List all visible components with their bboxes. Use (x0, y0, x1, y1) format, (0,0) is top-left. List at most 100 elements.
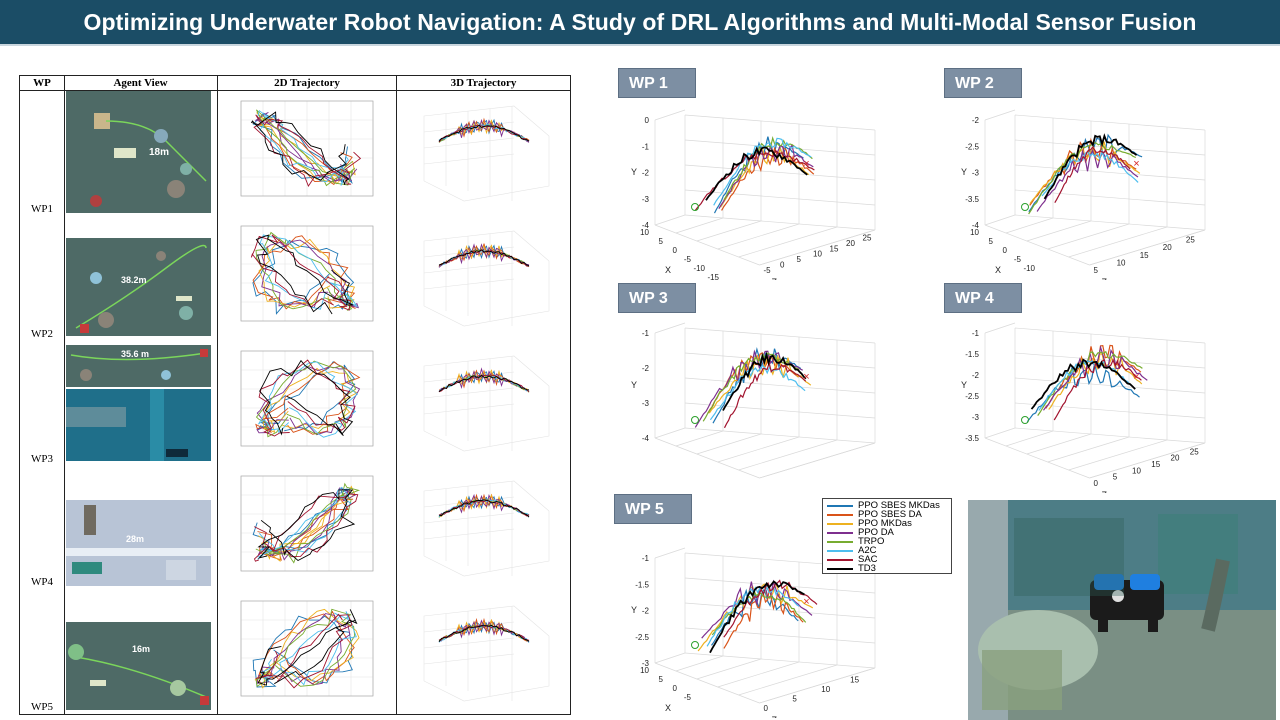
z-axis-name: Z (772, 715, 778, 718)
trajectory-line (255, 613, 353, 689)
y-tick-label: -2.5 (635, 633, 649, 642)
start-marker (1021, 416, 1029, 424)
x-tick-label: -10 (693, 264, 705, 273)
x-tick-label: 0 (1003, 246, 1008, 255)
agent-view-scene: 16m (68, 644, 209, 705)
x-tick-label: -5 (1014, 255, 1022, 264)
z-tick-label: 15 (850, 676, 859, 685)
target-marker: × (1133, 371, 1139, 383)
trajectory-line (438, 124, 530, 142)
y-axis-name: Y (961, 380, 967, 390)
trajectory-line (438, 493, 530, 517)
trajectory-line (438, 249, 530, 267)
distance-label: 18m (149, 147, 169, 158)
y-tick-label: -2 (972, 116, 980, 125)
z-tick-label: 0 (1094, 479, 1099, 488)
y-tick-label: -1 (642, 554, 650, 563)
trajectory-line (253, 114, 362, 187)
legend-label: PPO MKDas (858, 518, 912, 529)
agent-view-scene: 35.6 m (70, 349, 208, 381)
target-marker: × (803, 158, 809, 170)
z-axis-name: Z (772, 277, 778, 280)
agent-view-scene: 38.2m (75, 244, 207, 333)
trajectory-line (722, 351, 807, 411)
trajectory-3d-thumbnail (423, 355, 550, 452)
trajectory-2d-thumbnail (240, 100, 374, 197)
panel-label-wp5: WP 5 (614, 494, 692, 524)
z-tick-label: -5 (764, 266, 772, 275)
z-tick-label: 20 (1163, 243, 1172, 252)
start-marker (1021, 203, 1029, 211)
trajectory-line (705, 146, 808, 201)
start-marker (691, 203, 699, 211)
trajectory-line (718, 143, 814, 210)
trajectory-line (1053, 358, 1142, 421)
y-tick-label: -3.5 (965, 434, 979, 443)
y-tick-label: -2.5 (965, 142, 979, 151)
legend-item: PPO SBES DA (827, 510, 947, 519)
z-tick-label: 15 (830, 244, 839, 253)
x-axis-name: X (665, 703, 671, 713)
legend-swatch (827, 504, 853, 507)
panel-label-wp2: WP 2 (944, 68, 1022, 98)
trajectory-3d-thumbnail (423, 605, 550, 702)
row-label-wp3: WP3 (31, 453, 53, 465)
distance-label: 16m (132, 644, 150, 654)
trajectory-line (254, 111, 358, 183)
legend-label: A2C (858, 545, 877, 556)
z-tick-label: 10 (813, 250, 822, 259)
y-tick-label: -3 (642, 195, 650, 204)
x-axis-name: X (995, 265, 1001, 275)
y-axis-name: Y (631, 605, 637, 615)
trajectory-line (701, 579, 813, 639)
agent-view-scene: 18m (90, 113, 207, 207)
z-tick-label: 20 (846, 239, 855, 248)
z-tick-label: 5 (1113, 473, 1118, 482)
y-axis-name: Y (631, 167, 637, 177)
legend-label: PPO SBES MKDas (858, 500, 940, 511)
trajectory-3d-thumbnail (423, 230, 550, 327)
legend-label: PPO SBES DA (858, 509, 922, 520)
trajectory-line (259, 359, 354, 437)
target-marker: × (803, 371, 809, 383)
x-tick-label: -10 (1023, 264, 1035, 273)
trajectory-line (702, 352, 800, 422)
trajectory-line (438, 244, 530, 267)
column-divider (217, 76, 218, 714)
trajectory-line (709, 364, 806, 421)
y-tick-label: -2 (642, 364, 650, 373)
y-tick-label: -2 (972, 371, 980, 380)
legend-label: SAC (858, 554, 878, 565)
trajectory-line (438, 624, 530, 642)
trajectory-line (1030, 358, 1136, 410)
underwater-scene (66, 389, 188, 461)
legend-label: PPO DA (858, 527, 894, 538)
table-header-wp: WP (33, 77, 51, 89)
legend-swatch (827, 531, 853, 534)
x-tick-label: 10 (640, 228, 649, 237)
row-label-wp4: WP4 (31, 576, 53, 588)
x-tick-label: 5 (989, 237, 994, 246)
z-tick-label: 5 (1094, 266, 1099, 275)
trajectory-line (253, 493, 359, 562)
x-tick-label: 5 (659, 237, 664, 246)
trajectory-line (723, 360, 807, 429)
trajectory-line (438, 499, 530, 518)
z-tick-label: 15 (1140, 251, 1149, 260)
x-axis-name: X (665, 265, 671, 275)
agent-view-wp5: 16m (66, 622, 211, 710)
panel-label-wp1: WP 1 (618, 68, 696, 98)
trajectory-line (258, 361, 359, 438)
trajectory-2d-thumbnail (240, 225, 374, 322)
y-tick-label: -4 (972, 221, 980, 230)
y-tick-label: -3 (972, 169, 980, 178)
trajectory-line (252, 112, 353, 184)
legend-item: PPO MKDas (827, 519, 947, 528)
legend: PPO SBES MKDas PPO SBES DA PPO MKDas PPO DA… (822, 498, 952, 574)
x-tick-label: 0 (673, 246, 678, 255)
table-header-agent-view: Agent View (113, 77, 168, 89)
z-tick-label: 15 (1151, 460, 1160, 469)
trajectory-line (723, 579, 818, 638)
legend-swatch (827, 567, 853, 570)
trajectory-line (255, 482, 361, 564)
